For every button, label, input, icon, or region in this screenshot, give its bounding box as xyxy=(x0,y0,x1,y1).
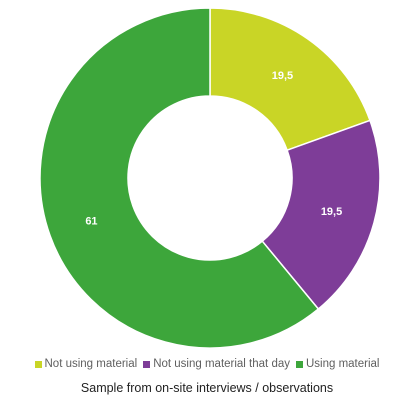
legend-swatch xyxy=(34,360,42,368)
slice-value-label-2: 19,5 xyxy=(321,206,342,218)
donut-slice-1 xyxy=(209,7,371,152)
donut-slice-3 xyxy=(39,7,320,349)
chart-caption: Sample from on-site interviews / observa… xyxy=(80,381,334,395)
slice-value-label-1: 19,5 xyxy=(272,70,293,82)
legend-swatch xyxy=(295,360,303,368)
legend-swatch xyxy=(143,360,151,368)
legend: Not using material Not using material th… xyxy=(0,358,414,370)
legend-item-using-material: Using material xyxy=(295,358,380,370)
legend-label: Using material xyxy=(305,358,380,370)
donut-slice-2 xyxy=(261,119,381,311)
legend-label: Not using material xyxy=(44,358,138,370)
legend-item-not-using-material: Not using material xyxy=(34,358,138,370)
donut-svg: 19,5 19,5 61 xyxy=(39,7,381,349)
slice-value-label-3: 61 xyxy=(85,216,97,228)
legend-label: Not using material that day xyxy=(153,358,290,370)
legend-item-not-using-material-that-day: Not using material that day xyxy=(143,358,290,370)
